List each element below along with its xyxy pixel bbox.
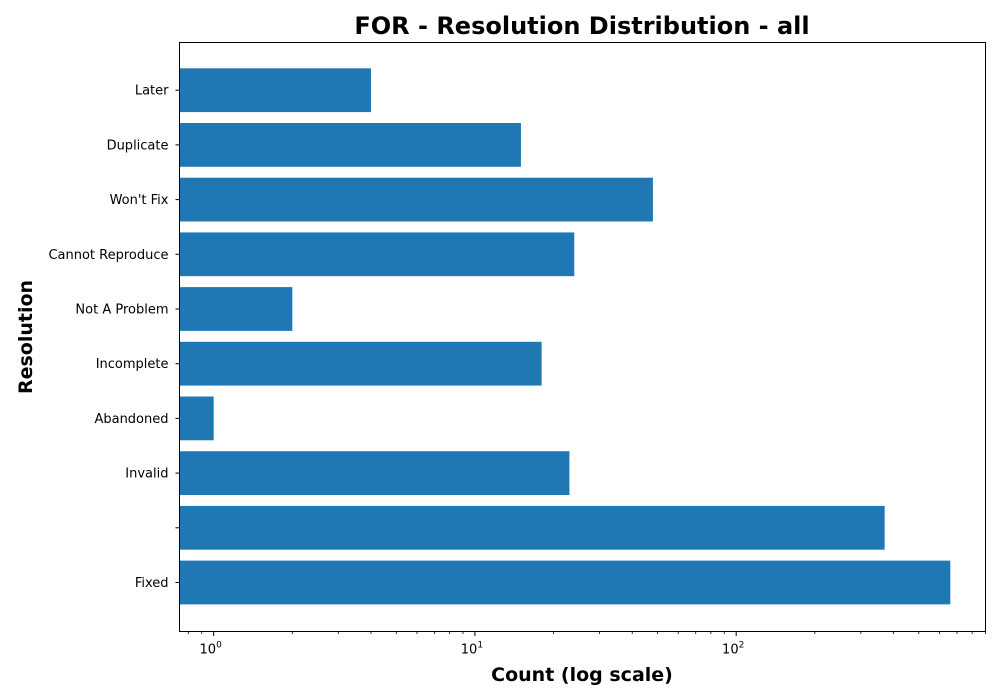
x-axis-label: Count (log scale) — [491, 664, 673, 686]
bar-later — [179, 68, 371, 113]
x-tick-label: 101 — [461, 641, 483, 658]
bar-blank-1 — [179, 505, 885, 550]
x-tick-exponent: 0 — [216, 641, 222, 651]
x-tick-label: 100 — [200, 641, 223, 658]
y-tick-label: Won't Fix — [110, 193, 169, 208]
y-axis-ticks: Fixed Invalid Abandoned Incomplete Not A Pro… — [48, 84, 180, 591]
chart-title: FOR - Resolution Distribution - all — [354, 12, 809, 40]
bar-abandoned — [179, 396, 214, 441]
bar-not-a-problem — [179, 287, 293, 331]
bar-incomplete — [179, 341, 542, 386]
x-tick-exponent: 2 — [739, 641, 745, 651]
bar-fixed — [179, 560, 951, 605]
y-tick-label: Incomplete — [96, 357, 169, 372]
bar-cannot-reproduce — [179, 232, 575, 277]
plot-frame — [179, 42, 986, 632]
y-tick-label: Cannot Reproduce — [48, 248, 168, 263]
y-tick-label: Later — [135, 84, 169, 99]
x-axis-ticks: 100 101 102 — [187, 631, 986, 658]
bars-group — [179, 68, 951, 605]
bar-invalid — [179, 451, 570, 495]
y-axis-label: Resolution — [15, 280, 37, 394]
x-tick-base: 10 — [461, 643, 478, 658]
y-tick-label: Invalid — [125, 467, 168, 482]
y-tick-label: Abandoned — [94, 412, 168, 427]
y-tick-label: Not A Problem — [75, 303, 168, 318]
y-tick-label: Duplicate — [107, 138, 169, 153]
bar-duplicate — [179, 123, 521, 167]
x-tick-exponent: 1 — [477, 641, 483, 651]
bar-won-t-fix — [179, 177, 653, 222]
x-tick-label: 102 — [722, 641, 744, 658]
x-tick-base: 10 — [200, 643, 217, 658]
x-tick-base: 10 — [722, 643, 739, 658]
y-tick-label: Fixed — [135, 576, 169, 591]
